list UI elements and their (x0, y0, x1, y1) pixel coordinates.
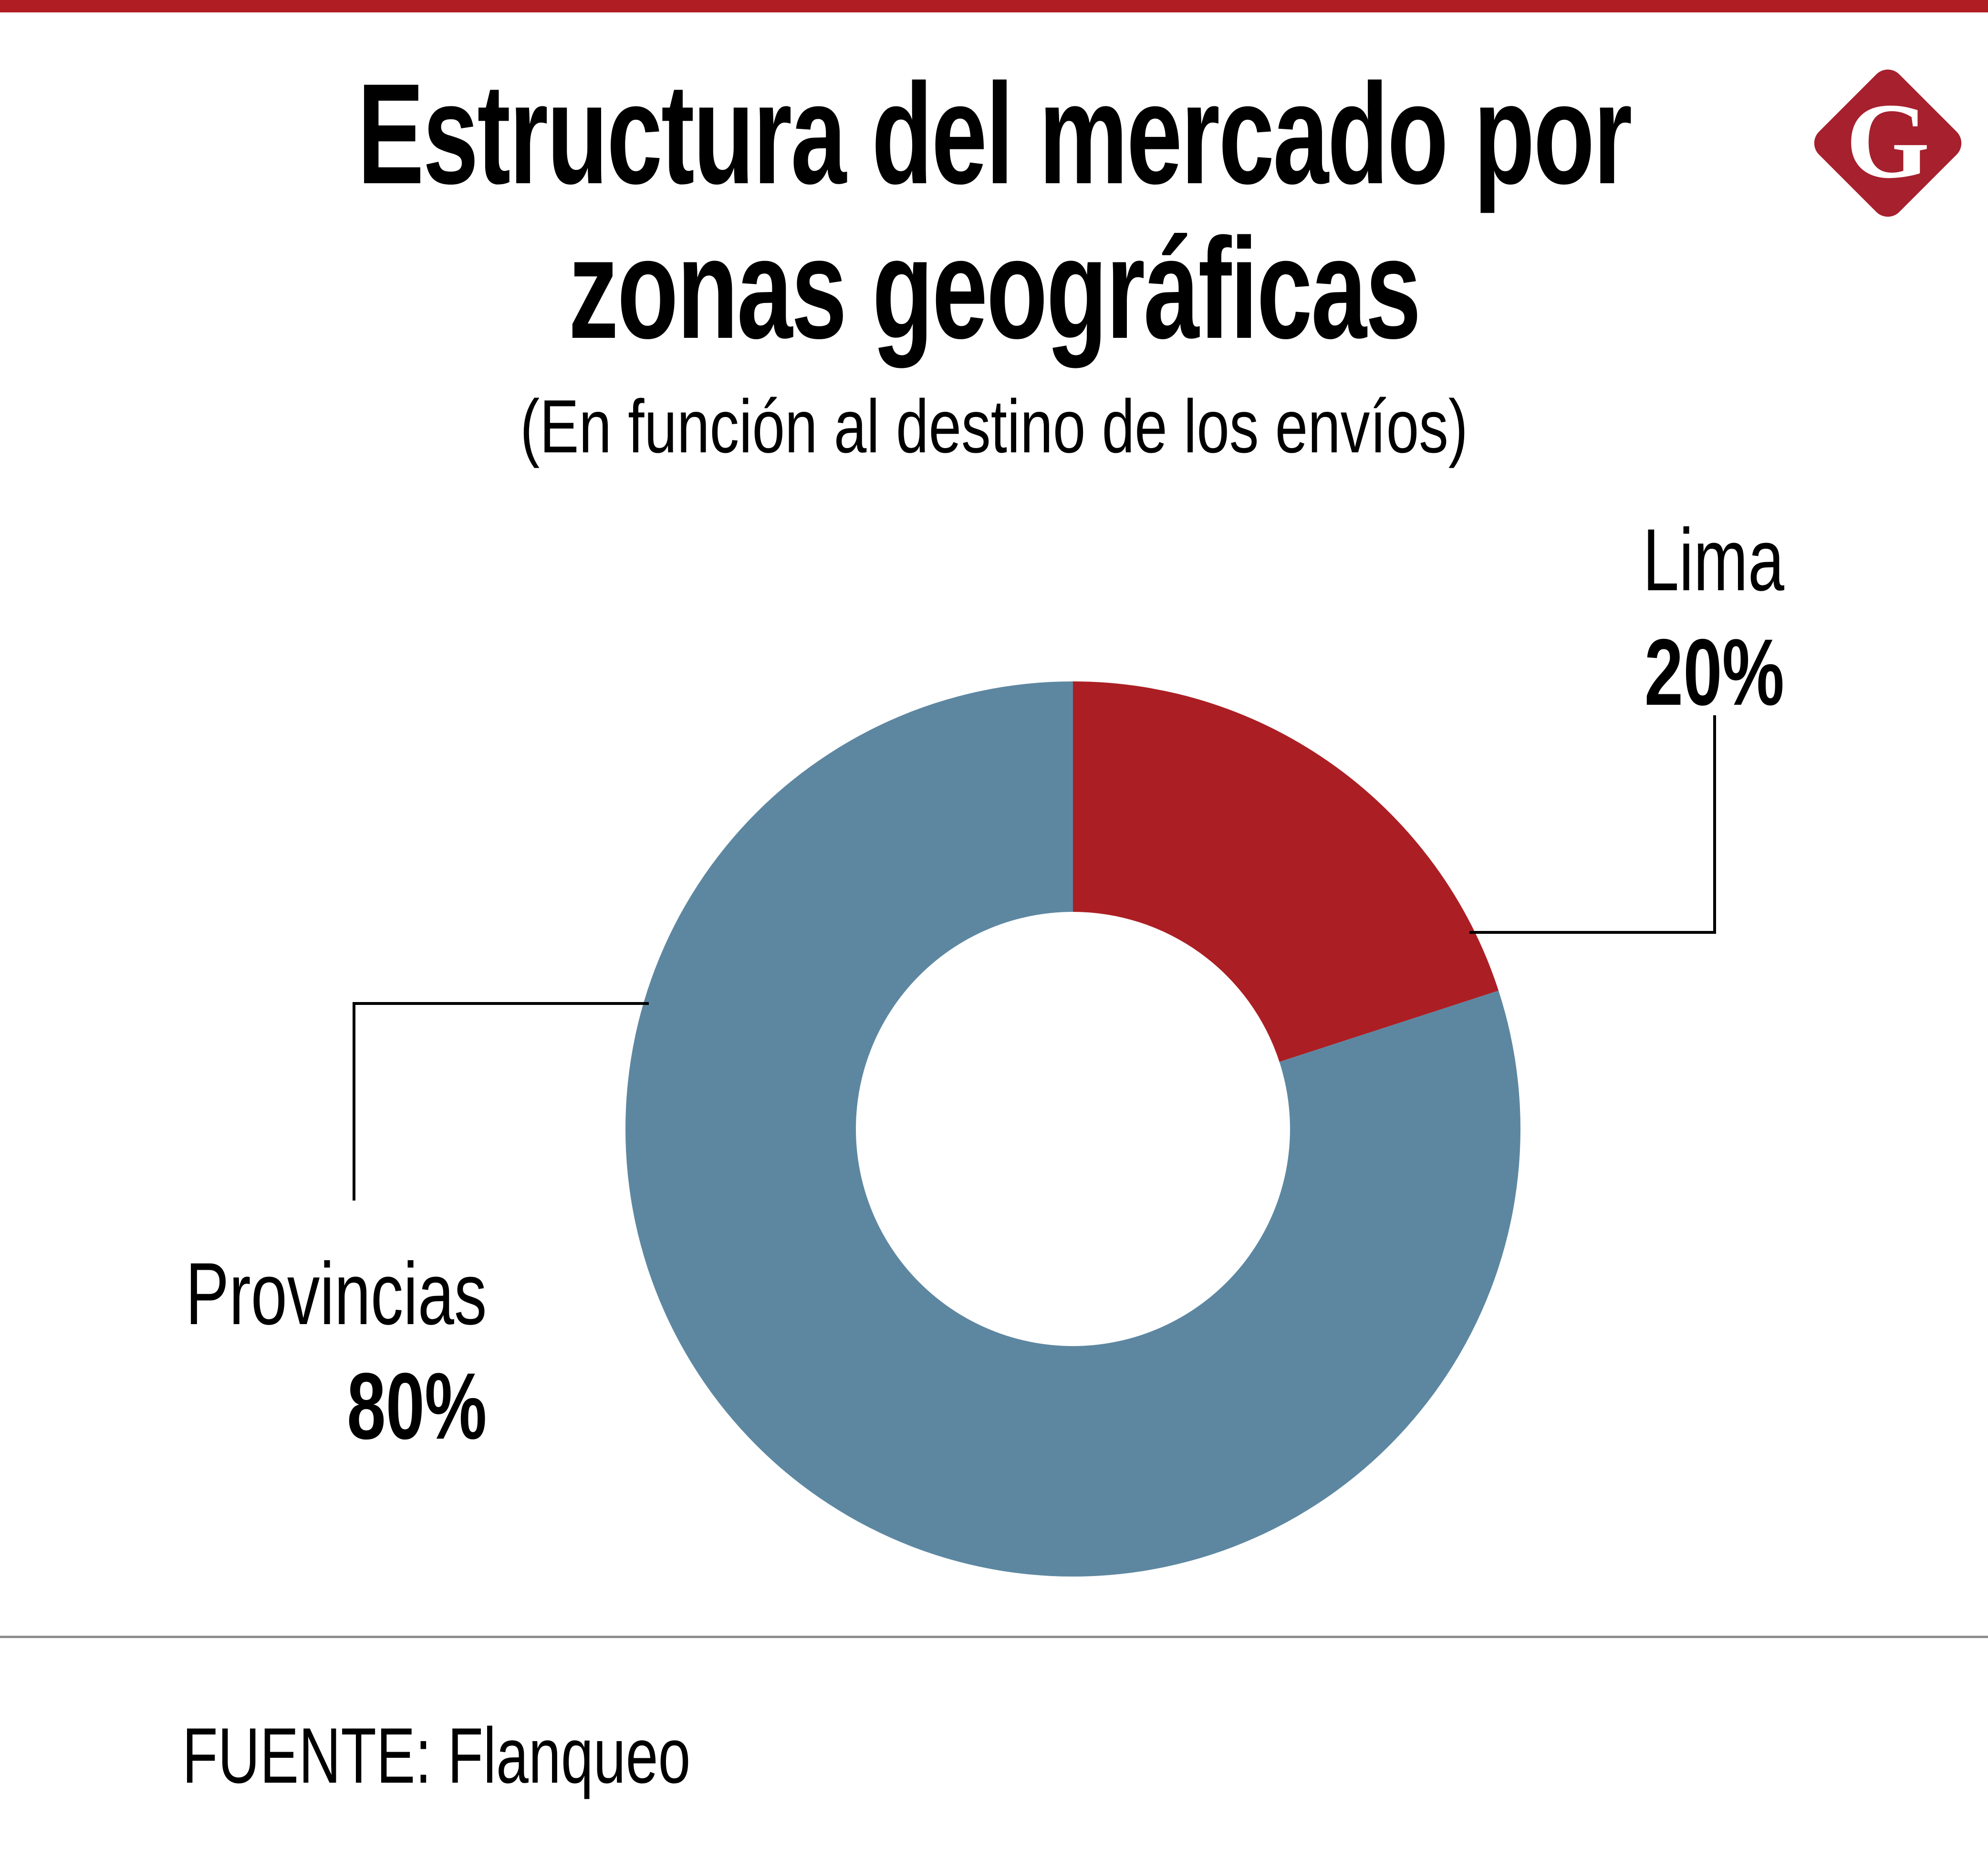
page-title-line2: zonas geográficas (568, 208, 1421, 368)
source-note: FUENTE: Flanqueo (182, 1712, 691, 1799)
slice-label-lima: Lima (1643, 511, 1784, 609)
slice-value-lima: 20% (1644, 619, 1784, 725)
leader-line-provincias (353, 1002, 649, 1201)
page-subtitle: (En función al destino de los envíos) (520, 385, 1468, 469)
page-title: Estructura del mercado por zonas geográf… (0, 56, 1988, 366)
footer-divider (0, 1636, 1988, 1638)
brand-top-bar (0, 0, 1988, 12)
slice-value-provincias: 80% (346, 1353, 487, 1459)
donut-slice-provincias (625, 681, 1521, 1577)
page-title-line1: Estructura del mercado por (357, 53, 1632, 214)
slice-label-provincias: Provincias (185, 1245, 487, 1343)
callout-lima: Lima 20% (1593, 507, 1784, 730)
callout-provincias: Provincias 80% (80, 1241, 487, 1463)
donut-slice-lima (1073, 681, 1499, 1062)
donut-slices (625, 681, 1521, 1577)
leader-line-lima (1469, 715, 1716, 934)
